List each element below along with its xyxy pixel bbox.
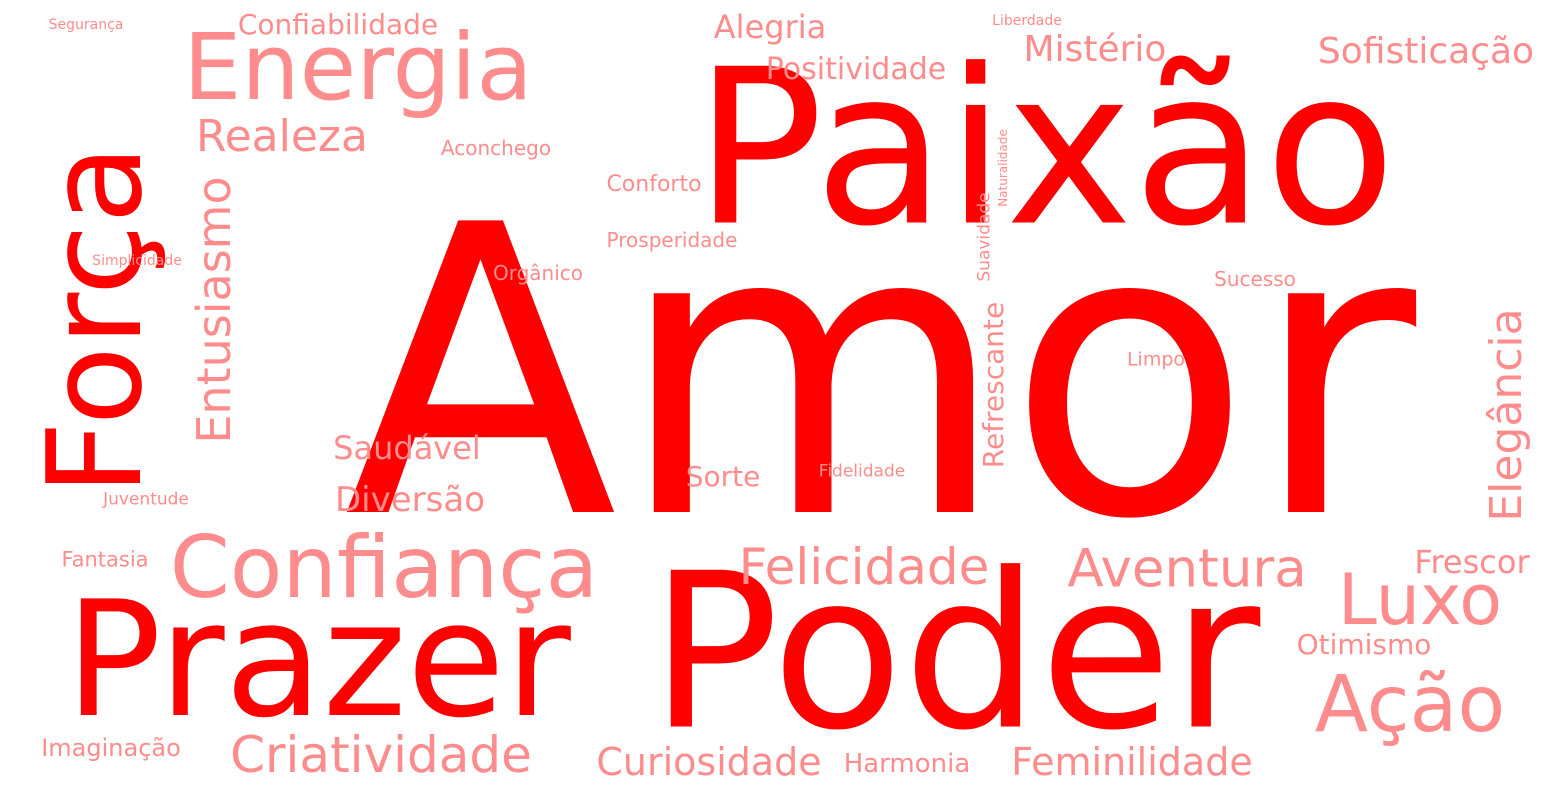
word-alegria: Alegria — [713, 8, 827, 46]
word-luxo: Luxo — [1337, 559, 1503, 641]
word-energia: Energia — [183, 14, 533, 121]
word-suavidade: Suavidade — [974, 192, 995, 282]
word-organico: Orgânico — [492, 261, 584, 285]
word-diversao: Diversão — [335, 480, 485, 520]
word-frescor: Frescor — [1414, 543, 1530, 581]
word-prosperidade: Prosperidade — [606, 228, 738, 252]
word-liberdade: Liberdade — [992, 13, 1062, 29]
word-sorte: Sorte — [685, 460, 761, 493]
word-confianca: Confiança — [169, 518, 599, 618]
word-felicidade: Felicidade — [738, 538, 990, 596]
word-fidelidade: Fidelidade — [818, 461, 906, 482]
word-criatividade: Criatividade — [230, 726, 532, 784]
word-naturalidade: Naturalidade — [996, 129, 1010, 207]
word-aconchego: Aconchego — [440, 136, 552, 160]
word-entusiasmo: Entusiasmo — [187, 176, 241, 444]
word-imaginacao: Imaginação — [41, 734, 181, 762]
word-fantasia: Fantasia — [61, 547, 149, 572]
word-sofisticacao: Sofisticação — [1317, 31, 1535, 72]
word-elegancia: Elegância — [1481, 308, 1532, 522]
word-aventura: Aventura — [1067, 538, 1307, 600]
word-positividade: Positividade — [765, 52, 947, 87]
word-misterio: Mistério — [1023, 29, 1167, 70]
word-conforto: Conforto — [606, 172, 702, 197]
word-otimismo: Otimismo — [1296, 628, 1432, 661]
word-curiosidade: Curiosidade — [596, 740, 822, 784]
word-sucesso: Sucesso — [1214, 267, 1296, 291]
word-simplicidade: Simplicidade — [92, 253, 182, 269]
word-forca: Força — [19, 144, 171, 496]
word-saudavel: Saudável — [333, 429, 481, 467]
word-amor: Amor — [343, 142, 1417, 607]
word-limpo: Limpo — [1126, 348, 1186, 371]
word-prazer: Prazer — [65, 566, 571, 753]
word-confiabilidade: Confiabilidade — [237, 8, 439, 41]
word-poder: Poder — [649, 526, 1261, 778]
word-feminilidade: Feminilidade — [1011, 740, 1253, 784]
word-juventude: Juventude — [103, 489, 189, 510]
word-realeza: Realeza — [196, 111, 368, 162]
word-seguranca: Segurança — [48, 17, 124, 33]
word-harmonia: Harmonia — [843, 749, 971, 779]
word-paixao: Paixão — [693, 22, 1397, 274]
word-acao: Ação — [1314, 660, 1506, 750]
word-refrescante: Refrescante — [977, 301, 1010, 469]
